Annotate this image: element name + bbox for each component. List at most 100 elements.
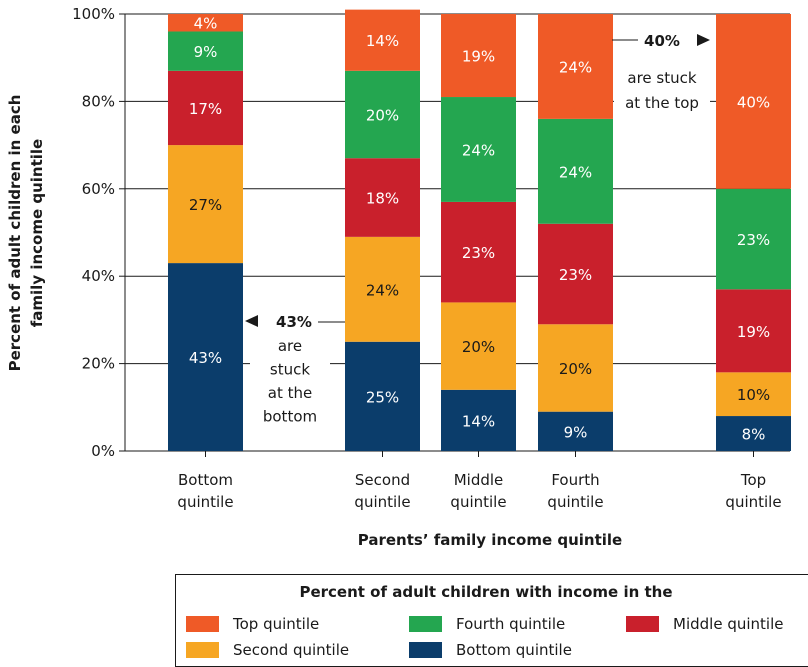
bar-segment-top: [716, 14, 791, 189]
bar-segment-middle: [168, 70, 243, 146]
x-tick-label: quintile: [450, 493, 506, 511]
annotation-backing: [250, 306, 330, 436]
bar-segment-bottom: [441, 389, 516, 451]
bar-segment-middle: [716, 289, 791, 373]
data-label-fourth: 9%: [194, 43, 218, 61]
bar-segment-fourth: [538, 118, 613, 224]
bar-segment-fourth: [168, 31, 243, 71]
data-label-second: 27%: [189, 196, 222, 214]
legend-label-middle: Middle quintile: [673, 615, 784, 633]
data-label-bottom: 43%: [189, 349, 222, 367]
y-axis-title-line: family income quintile: [28, 139, 46, 327]
legend-item-middle: Middle quintile: [626, 615, 783, 633]
y-axis-title: Percent of adult children in each family …: [6, 95, 46, 372]
legend-swatch-bottom: [409, 642, 442, 658]
legend-label-bottom: Bottom quintile: [456, 641, 572, 659]
annotation-bottom-text: stuck: [270, 361, 310, 379]
data-label-second: 10%: [737, 386, 770, 404]
x-tick-label: quintile: [547, 493, 603, 511]
bar-segment-bottom: [345, 341, 420, 451]
legend-swatch-fourth: [409, 616, 442, 632]
annotation-bottom-text: are: [278, 337, 302, 355]
legend-item-second: Second quintile: [186, 641, 349, 659]
data-label-top: 14%: [366, 32, 399, 50]
annotation-top-text: at the top: [625, 94, 699, 112]
data-label-middle: 19%: [737, 323, 770, 341]
data-label-second: 20%: [462, 338, 495, 356]
legend-item-bottom: Bottom quintile: [409, 641, 572, 659]
data-label-top: 40%: [737, 93, 770, 111]
annotation-top-value: 40%: [644, 32, 680, 50]
x-tick-label: Bottom: [178, 471, 233, 489]
annotation-bottom-value: 43%: [276, 313, 312, 331]
y-tick-label: 20%: [82, 355, 115, 373]
bar-segment-bottom: [716, 416, 791, 451]
data-label-second: 20%: [559, 360, 592, 378]
bar-segment-second: [168, 145, 243, 264]
x-tick-label: quintile: [354, 493, 410, 511]
bar-segment-top: [168, 14, 243, 32]
y-tick-label: 80%: [82, 92, 115, 110]
x-tick-label: Fourth: [551, 471, 599, 489]
y-tick-label: 60%: [82, 180, 115, 198]
annotation-bottom-text: bottom: [263, 408, 317, 426]
bar-segment-fourth: [345, 70, 420, 159]
x-tick-label: Middle: [454, 471, 504, 489]
bar-segment-top: [441, 14, 516, 98]
bar-segment-bottom: [538, 411, 613, 451]
bar-segment-middle: [538, 223, 613, 325]
data-label-fourth: 24%: [462, 141, 495, 159]
bar-segment-top: [345, 9, 420, 71]
data-label-bottom: 9%: [564, 423, 588, 441]
data-label-top: 4%: [194, 15, 218, 33]
data-label-top: 24%: [559, 58, 592, 76]
legend-item-top: Top quintile: [186, 615, 319, 633]
arrow-left-icon: [245, 315, 258, 327]
data-label-top: 19%: [462, 48, 495, 66]
legend-item-fourth: Fourth quintile: [409, 615, 565, 633]
legend-swatch-top: [186, 616, 219, 632]
data-label-bottom: 14%: [462, 412, 495, 430]
data-label-fourth: 20%: [366, 107, 399, 125]
annotation-backing: [614, 32, 710, 124]
bar-segment-second: [538, 324, 613, 412]
bar-segment-middle: [345, 158, 420, 237]
data-label-bottom: 25%: [366, 388, 399, 406]
bar-segment-fourth: [441, 97, 516, 202]
y-tick-label: 100%: [72, 5, 115, 23]
legend-swatch-second: [186, 642, 219, 658]
data-label-middle: 17%: [189, 100, 222, 118]
x-tick-label: quintile: [177, 493, 233, 511]
bar-segment-fourth: [716, 188, 791, 290]
y-tick-label: 0%: [91, 442, 115, 460]
annotation-top-text: are stuck: [627, 69, 696, 87]
y-tick-label: 40%: [82, 267, 115, 285]
legend-label-fourth: Fourth quintile: [456, 615, 566, 633]
arrow-right-icon: [697, 34, 710, 46]
x-tick-label: Second: [355, 471, 410, 489]
bar-segment-second: [716, 372, 791, 417]
bar-segment-second: [345, 236, 420, 342]
legend-swatch-middle: [626, 616, 659, 632]
data-label-middle: 23%: [462, 244, 495, 262]
bar-segment-second: [441, 302, 516, 390]
legend-label-top: Top quintile: [233, 615, 320, 633]
x-tick-label: Top: [740, 471, 766, 489]
legend: Percent of adult children with income in…: [175, 574, 808, 667]
data-label-middle: 18%: [366, 190, 399, 208]
y-axis-title-line: Percent of adult children in each: [6, 95, 24, 372]
annotation-bottom-text: at the: [268, 384, 312, 402]
bar-segment-top: [538, 14, 613, 119]
x-tick-label: quintile: [725, 493, 781, 511]
data-label-bottom: 8%: [742, 426, 766, 444]
bar-segment-bottom: [168, 263, 243, 451]
legend-title: Percent of adult children with income in…: [299, 583, 673, 601]
legend-label-second: Second quintile: [233, 641, 350, 659]
x-axis-title: Parents’ family income quintile: [358, 531, 622, 549]
data-label-second: 24%: [366, 281, 399, 299]
data-label-fourth: 23%: [737, 231, 770, 249]
data-label-middle: 23%: [559, 266, 592, 284]
data-label-fourth: 24%: [559, 163, 592, 181]
bar-segment-middle: [441, 201, 516, 303]
